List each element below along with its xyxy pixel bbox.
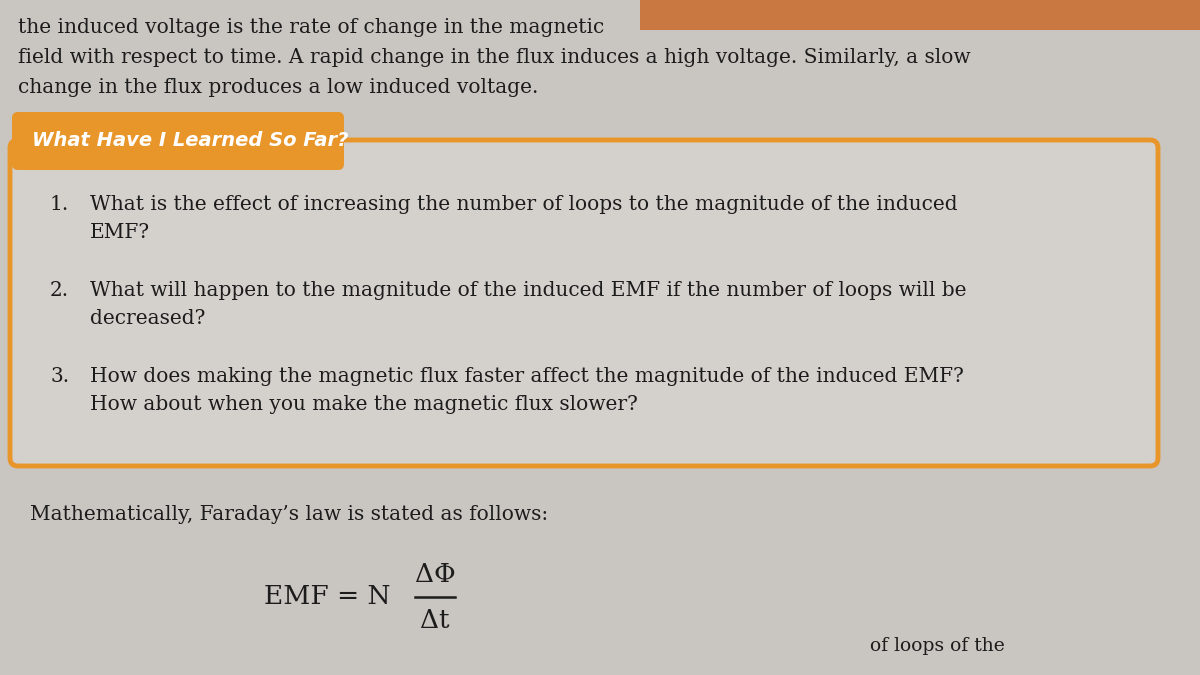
Text: Δt: Δt: [420, 608, 450, 634]
Text: change in the flux produces a low induced voltage.: change in the flux produces a low induce…: [18, 78, 539, 97]
Text: How does making the magnetic flux faster affect the magnitude of the induced EMF: How does making the magnetic flux faster…: [90, 367, 964, 386]
Bar: [640, 0, 1200, 30]
Text: 2.: 2.: [50, 281, 70, 300]
Text: What Have I Learned So Far?: What Have I Learned So Far?: [32, 132, 348, 151]
Text: ΔΦ: ΔΦ: [415, 562, 455, 587]
Text: of loops of the: of loops of the: [870, 637, 1004, 655]
Text: What is the effect of increasing the number of loops to the magnitude of the ind: What is the effect of increasing the num…: [90, 195, 958, 214]
Text: EMF?: EMF?: [90, 223, 150, 242]
Text: How about when you make the magnetic flux slower?: How about when you make the magnetic flu…: [90, 395, 638, 414]
FancyBboxPatch shape: [12, 112, 344, 170]
FancyBboxPatch shape: [10, 140, 1158, 466]
Text: decreased?: decreased?: [90, 309, 205, 328]
Text: EMF = N: EMF = N: [264, 585, 390, 610]
Text: field with respect to time. A rapid change in the flux induces a high voltage. S: field with respect to time. A rapid chan…: [18, 48, 971, 67]
Text: the induced voltage is the rate of change in the magnetic: the induced voltage is the rate of chang…: [18, 18, 605, 37]
Text: 3.: 3.: [50, 367, 70, 386]
Text: 1.: 1.: [50, 195, 70, 214]
Text: What will happen to the magnitude of the induced EMF if the number of loops will: What will happen to the magnitude of the…: [90, 281, 966, 300]
Text: Mathematically, Faraday’s law is stated as follows:: Mathematically, Faraday’s law is stated …: [30, 505, 548, 524]
